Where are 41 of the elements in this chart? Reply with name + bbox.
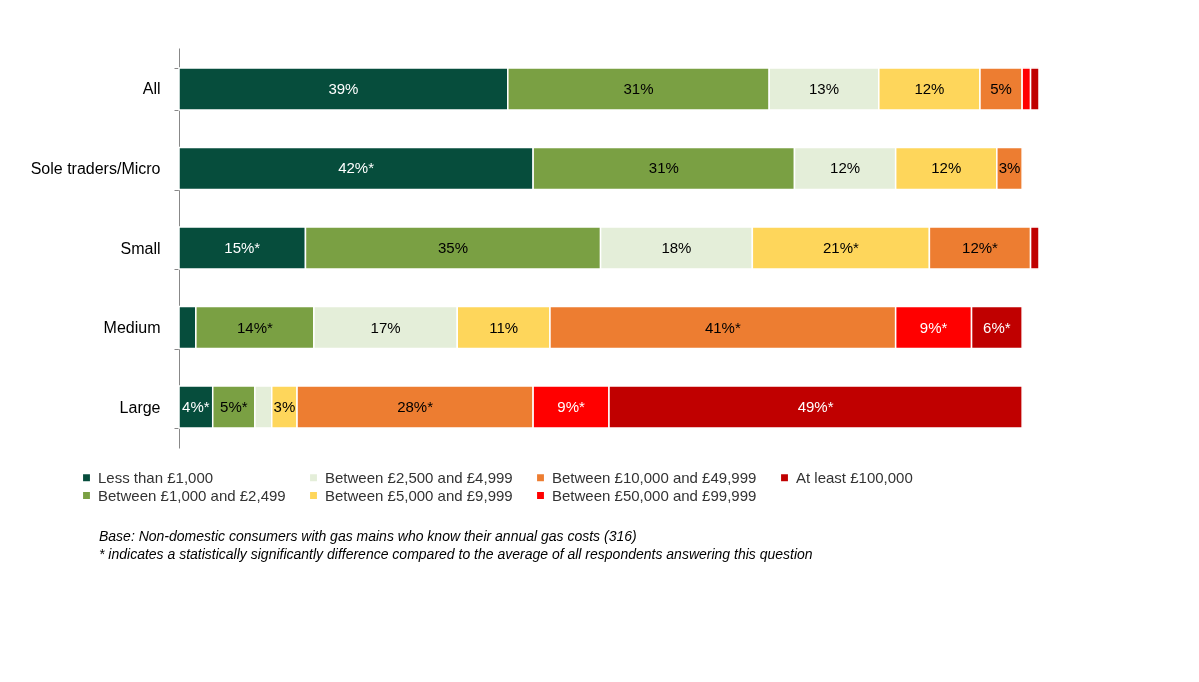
text: Base: Non-domestic consumers with gas mains who know their annual gas costs (316) — [99, 528, 637, 544]
data-label: 28%* — [397, 398, 434, 416]
y-tick-label: Medium — [103, 319, 161, 337]
data-label: 6%* — [983, 318, 1011, 336]
legend-label: Between £10,000 and £49,999 — [552, 468, 757, 486]
legend-label: Less than £1,000 — [98, 468, 214, 486]
data-label: 4%* — [182, 398, 210, 416]
data-label: 9%* — [919, 318, 948, 336]
y-tick-label: All — [142, 80, 161, 98]
legend-label: At least £100,000 — [796, 468, 913, 486]
legend-label: Between £5,000 and £9,999 — [325, 486, 513, 504]
data-label: 41%* — [704, 318, 741, 336]
legend-label: Between £1,000 and £2,499 — [98, 486, 286, 504]
text: * indicates a statistically significantly difference compared to the average of all respondents answering this question — [99, 546, 813, 562]
data-label: 13% — [808, 79, 840, 97]
data-label: 12% — [914, 79, 945, 97]
data-label: 15%* — [224, 239, 261, 256]
data-label: 14%* — [236, 318, 273, 336]
legend-label: Between £2,500 and £4,999 — [325, 468, 513, 486]
data-label: 12%* — [962, 239, 999, 256]
y-tick-label: Large — [119, 398, 161, 416]
data-label: 5% — [990, 79, 1012, 97]
data-label: 18% — [661, 239, 692, 256]
data-label: 39% — [328, 79, 359, 97]
data-label: 21%* — [822, 239, 859, 256]
data-label: 3% — [273, 398, 296, 416]
y-tick-label: Sole traders/Micro — [30, 159, 161, 177]
data-label: 42%* — [338, 159, 375, 177]
data-label: 11% — [489, 318, 519, 336]
data-label: 49%* — [797, 398, 834, 416]
data-label: 3% — [998, 159, 1021, 177]
data-label: 9%* — [557, 398, 585, 416]
data-label: 31% — [623, 79, 654, 97]
y-tick-label: Small — [120, 239, 161, 257]
data-label: 12% — [931, 159, 962, 177]
data-label: 17% — [370, 318, 401, 336]
data-label: 31% — [648, 159, 679, 177]
legend-label: Between £50,000 and £99,999 — [552, 486, 757, 504]
data-label: 5%* — [220, 398, 248, 416]
data-label: 12% — [830, 159, 861, 177]
data-label: 35% — [438, 239, 469, 256]
